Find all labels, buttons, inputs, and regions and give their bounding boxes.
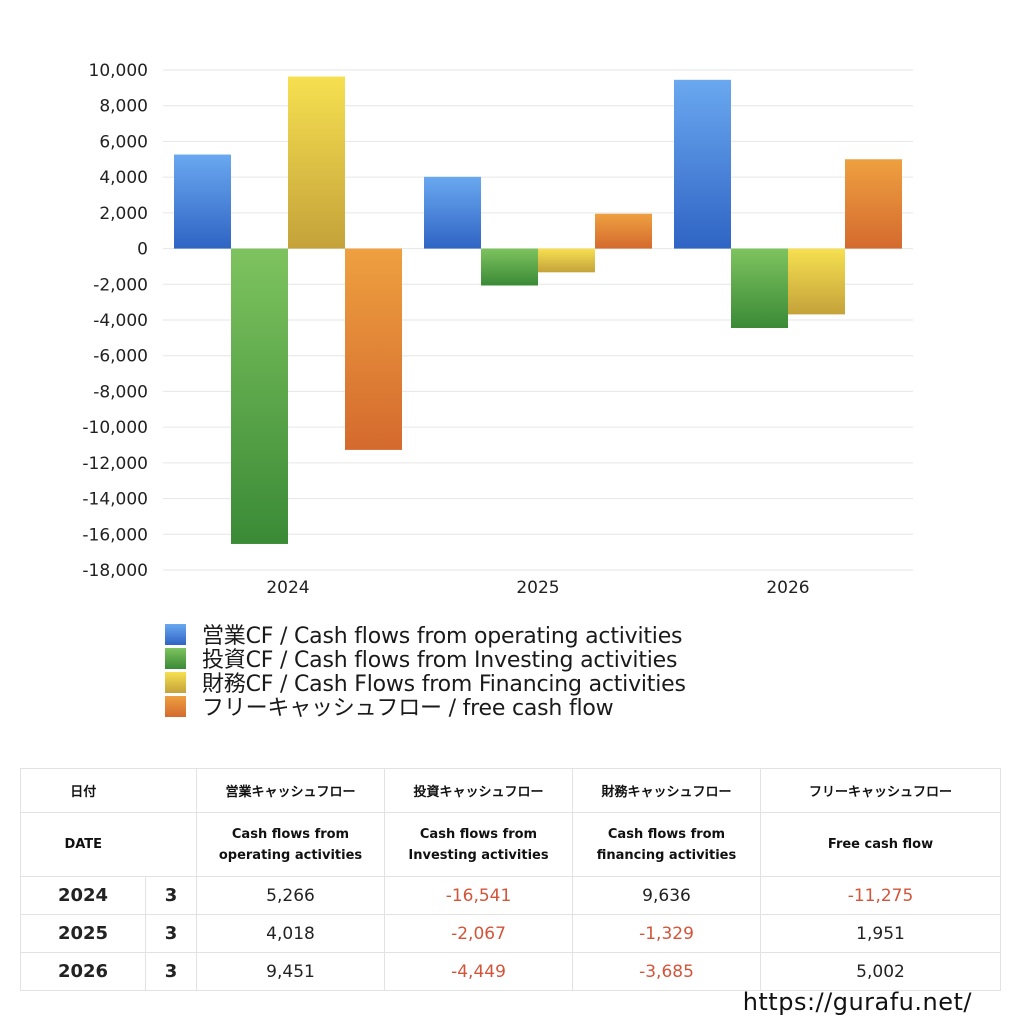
header-financing-en-line2: financing activities <box>596 847 737 863</box>
y-tick-label: -10,000 <box>82 418 148 438</box>
y-tick-label: -18,000 <box>82 561 148 581</box>
table-header-row-en: DATE Cash flows from operating activities… <box>20 812 1001 877</box>
legend-label-free: フリーキャッシュフロー / free cash flow <box>202 696 614 721</box>
y-tick-label: 4,000 <box>99 168 148 188</box>
table-row: 2024 3 5,266 -16,541 9,636 -11,275 <box>20 876 1001 915</box>
header-investing-en-line1: Cash flows from <box>419 826 538 842</box>
y-tick-label: -2,000 <box>93 275 148 295</box>
table-row: 2025 3 4,018 -2,067 -1,329 1,951 <box>20 914 1001 953</box>
y-tick-label: -4,000 <box>93 311 148 331</box>
row-financing: 9,636 <box>572 876 761 915</box>
y-tick-label: -6,000 <box>93 347 148 367</box>
site-url[interactable]: https://gurafu.net/ <box>742 988 972 1016</box>
bar-free-2026 <box>845 159 902 249</box>
y-tick-label: -16,000 <box>82 525 148 545</box>
bar-operating-2024 <box>174 154 231 249</box>
table-row: 2026 3 9,451 -4,449 -3,685 5,002 <box>20 952 1001 991</box>
legend-swatch-operating <box>165 623 186 645</box>
bar-operating-2025 <box>424 176 481 249</box>
row-free: 1,951 <box>760 914 1001 953</box>
y-tick-label: 6,000 <box>99 132 148 152</box>
row-investing: -4,449 <box>384 952 573 991</box>
row-free: 5,002 <box>760 952 1001 991</box>
row-year: 2024 <box>20 876 146 915</box>
row-investing: -16,541 <box>384 876 573 915</box>
y-tick-label: 10,000 <box>89 61 148 81</box>
row-operating: 4,018 <box>196 914 385 953</box>
header-blank-en <box>145 812 197 877</box>
legend-swatch-financing <box>165 671 186 693</box>
legend-item-operating: 営業CF / Cash flows from operating activit… <box>165 622 686 649</box>
bar-investing-2025 <box>481 248 538 286</box>
cash-flow-table: 日付 営業キャッシュフロー 投資キャッシュフロー 財務キャッシュフロー フリーキ… <box>20 768 1001 991</box>
row-investing: -2,067 <box>384 914 573 953</box>
header-operating-en: Cash flows from operating activities <box>196 812 385 877</box>
header-date-jp: 日付 <box>20 768 146 813</box>
chart-canvas: 10,000 8,000 6,000 4,000 2,000 0 -2,000 -4,000 -… <box>82 61 913 598</box>
table-header-row-jp: 日付 営業キャッシュフロー 投資キャッシュフロー 財務キャッシュフロー フリーキ… <box>20 768 1001 813</box>
header-blank <box>145 768 197 813</box>
row-month: 3 <box>145 952 197 991</box>
bar-operating-2026 <box>674 79 731 249</box>
y-tick-label: -14,000 <box>82 490 148 510</box>
row-operating: 5,266 <box>196 876 385 915</box>
row-financing: -1,329 <box>572 914 761 953</box>
row-free: -11,275 <box>760 876 1001 915</box>
bar-financing-2026 <box>788 248 845 315</box>
cash-flow-chart: 10,000 8,000 6,000 4,000 2,000 0 -2,000 -4,000 -… <box>82 61 913 598</box>
y-tick-label: 2,000 <box>99 204 148 224</box>
legend-item-free: フリーキャッシュフロー / free cash flow <box>165 694 686 721</box>
y-tick-label: 8,000 <box>99 97 148 117</box>
header-operating-en-line2: operating activities <box>218 847 363 863</box>
legend-swatch-investing <box>165 647 186 669</box>
row-year: 2026 <box>20 952 146 991</box>
header-operating-jp: 営業キャッシュフロー <box>196 768 385 813</box>
legend-label-investing: 投資CF / Cash flows from Investing activit… <box>202 648 678 673</box>
legend-swatch-free <box>165 695 186 717</box>
header-financing-en: Cash flows from financing activities <box>572 812 761 877</box>
x-tick-label: 2024 <box>266 578 309 598</box>
x-tick-label: 2026 <box>766 578 809 598</box>
bar-free-2025 <box>595 213 652 249</box>
row-month: 3 <box>145 914 197 953</box>
bar-investing-2026 <box>731 248 788 329</box>
header-free-en: Free cash flow <box>760 812 1001 877</box>
row-operating: 9,451 <box>196 952 385 991</box>
legend-item-financing: 財務CF / Cash Flows from Financing activit… <box>165 670 686 697</box>
bar-investing-2024 <box>231 248 288 544</box>
header-investing-jp: 投資キャッシュフロー <box>384 768 573 813</box>
legend-label-operating: 営業CF / Cash flows from operating activit… <box>202 624 683 649</box>
header-operating-en-line1: Cash flows from <box>231 826 350 842</box>
row-year: 2025 <box>20 914 146 953</box>
row-month: 3 <box>145 876 197 915</box>
legend-label-financing: 財務CF / Cash Flows from Financing activit… <box>202 672 686 697</box>
x-tick-label: 2025 <box>516 578 559 598</box>
header-free-jp: フリーキャッシュフロー <box>760 768 1001 813</box>
header-financing-en-line1: Cash flows from <box>607 826 726 842</box>
bar-financing-2025 <box>538 248 595 273</box>
row-financing: -3,685 <box>572 952 761 991</box>
y-tick-label: 0 <box>137 240 148 260</box>
header-investing-en: Cash flows from Investing activities <box>384 812 573 877</box>
bar-financing-2024 <box>288 76 345 249</box>
y-tick-label: -12,000 <box>82 454 148 474</box>
chart-legend: 営業CF / Cash flows from operating activit… <box>165 622 686 721</box>
header-investing-en-line2: Investing activities <box>408 847 549 863</box>
legend-item-investing: 投資CF / Cash flows from Investing activit… <box>165 646 686 673</box>
bar-free-2024 <box>345 248 402 450</box>
header-date-en: DATE <box>20 812 146 877</box>
y-tick-label: -8,000 <box>93 382 148 402</box>
header-financing-jp: 財務キャッシュフロー <box>572 768 761 813</box>
